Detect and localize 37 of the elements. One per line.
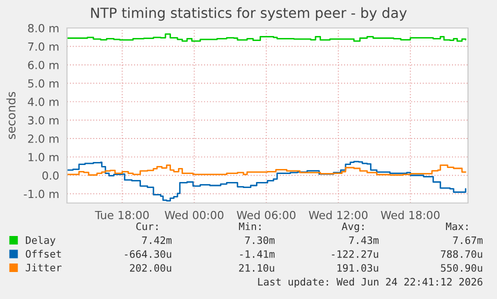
y-tick-label: 6.0 m bbox=[28, 60, 58, 70]
x-tick-label: Wed 18:00 bbox=[380, 210, 440, 220]
legend-label: Offset bbox=[26, 250, 61, 258]
y-tick-label: 0.0 bbox=[42, 171, 59, 180]
text: 7.42m bbox=[142, 236, 172, 244]
legend-label: Delay bbox=[26, 236, 56, 246]
text: Min: bbox=[239, 222, 261, 230]
text: 7.67m bbox=[453, 236, 483, 244]
y-tick-label: 1.0 m bbox=[28, 152, 58, 162]
x-tick-label: Wed 00:00 bbox=[164, 210, 224, 220]
y-tick-label: 2.0 m bbox=[28, 134, 58, 143]
text: 788.70u bbox=[440, 250, 482, 258]
text: Cur: bbox=[136, 222, 158, 230]
text: 550.90u bbox=[440, 264, 482, 272]
text: 7.43m bbox=[349, 236, 379, 244]
text: 202.00u bbox=[130, 264, 172, 272]
text: -122.27u bbox=[332, 250, 378, 258]
text: Last update: Wed Jun 24 22:41:12 2026 bbox=[258, 278, 482, 288]
text: -664.30u bbox=[124, 250, 172, 258]
text: Avg: bbox=[342, 222, 364, 232]
legend-label: Jitter bbox=[26, 264, 62, 272]
chart-title: NTP timing statistics for system peer - by day bbox=[91, 7, 407, 21]
y-tick-label: 7.0 m bbox=[28, 42, 58, 51]
text: 7.30m bbox=[245, 236, 275, 244]
y-tick-label: -1.0 m bbox=[24, 190, 58, 198]
y-tick-label: 3.0 m bbox=[28, 116, 58, 124]
y-axis-title: seconds bbox=[6, 92, 16, 139]
y-tick-label: 4.0 m bbox=[28, 98, 58, 106]
y-tick-label: 5.0 m bbox=[28, 79, 58, 88]
text: 191.03u bbox=[337, 264, 378, 272]
text: Max: bbox=[446, 222, 468, 230]
y-tick-label: 8.0 m bbox=[28, 24, 58, 32]
x-tick-label: Wed 12:00 bbox=[308, 210, 368, 220]
text: -1.41m bbox=[240, 250, 275, 258]
x-tick-label: Tue 18:00 bbox=[94, 210, 149, 220]
x-tick-label: Wed 06:00 bbox=[236, 210, 296, 220]
text: 21.10u bbox=[239, 264, 274, 272]
